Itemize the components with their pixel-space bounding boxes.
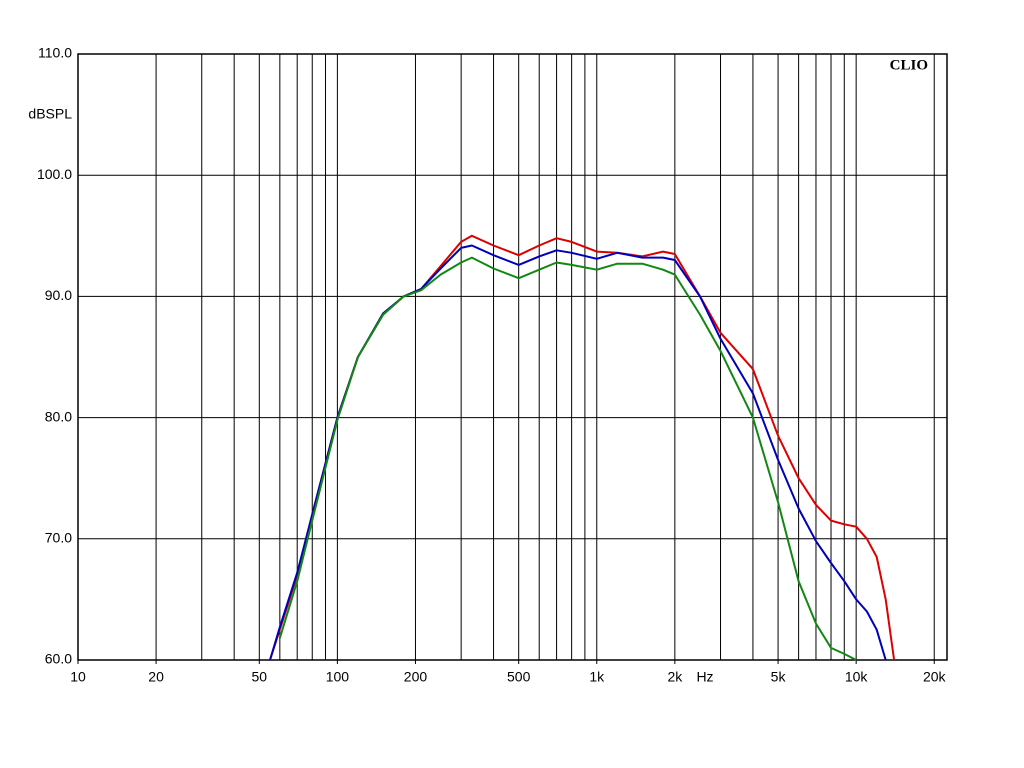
x-tick-label: 10	[70, 669, 86, 685]
x-tick-label: 1k	[589, 669, 605, 685]
plot-frame	[77, 53, 948, 661]
response-line	[278, 256, 857, 661]
y-tick-label: 70.0	[45, 530, 72, 546]
y-tick-label: 90.0	[45, 287, 72, 303]
x-tick-label: 5k	[771, 669, 787, 685]
x-tick-label: 500	[507, 669, 531, 685]
y-tick-label: 110.0	[38, 45, 72, 61]
y-axis-label: dBSPL	[28, 106, 72, 122]
x-tick-label: 200	[404, 669, 428, 685]
x-tick-label: 100	[326, 669, 350, 685]
x-tick-label: 50	[252, 669, 268, 685]
x-unit-label: Hz	[696, 669, 713, 685]
y-tick-label: 60.0	[45, 651, 72, 667]
x-tick-label: 20k	[923, 669, 947, 685]
y-tick-label: 80.0	[45, 408, 72, 424]
brand-label: CLIO	[890, 57, 928, 73]
x-tick-label: 20	[148, 669, 164, 685]
x-tick-label: 10k	[845, 669, 869, 685]
y-tick-label: 100.0	[37, 166, 72, 182]
x-tick-label: 2k	[667, 669, 683, 685]
